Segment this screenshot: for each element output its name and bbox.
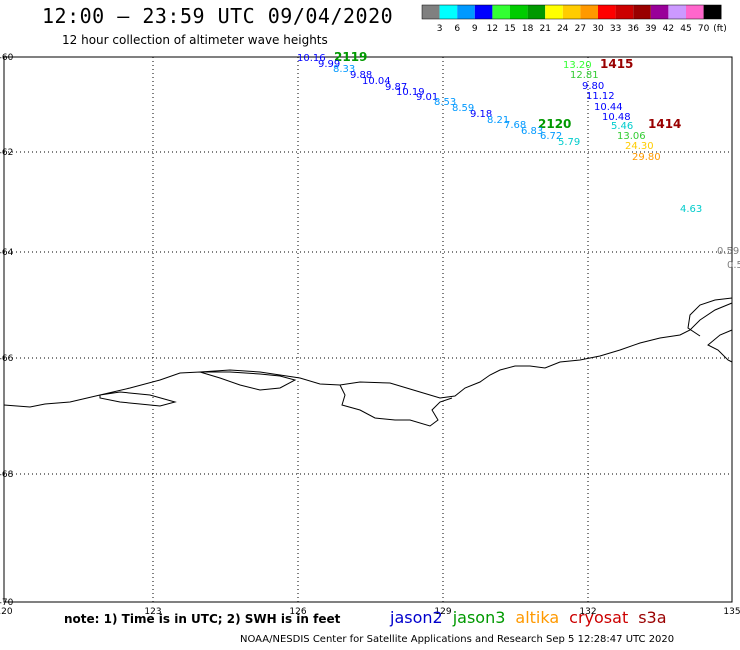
legend-swatch [457, 5, 475, 19]
swh-observation: 10.44 [594, 102, 623, 113]
swh-observation: 9.99 [318, 59, 340, 70]
antarctic-coastline [3, 302, 733, 427]
swh-observation: 8.33 [333, 64, 355, 75]
legend-swatch [615, 5, 634, 19]
legend-swatch [598, 5, 616, 19]
satellite-jason2-label: jason2 [390, 608, 443, 627]
legend-label: 27 [575, 24, 586, 34]
satellite-cryosat-label: cryosat [569, 608, 629, 627]
legend-label: 12 [487, 24, 498, 34]
swh-observation: 9.87 [385, 82, 407, 93]
graticule [4, 57, 732, 602]
swh-observation: 13.20 [563, 60, 592, 71]
swh-observation: 24.30 [625, 141, 654, 152]
swh-observation: 0.5 [727, 260, 740, 271]
swh-observation: 7.68 [504, 120, 526, 131]
observations-layer: 211921201415141410.169.998.339.8810.049.… [297, 50, 740, 271]
legend-swatch [703, 5, 722, 19]
legend-swatch [650, 5, 669, 19]
legend-swatch [474, 5, 493, 19]
lat-tick-label: -68 [0, 470, 14, 480]
legend-label: 33 [610, 24, 621, 34]
legend-label: 21 [539, 24, 550, 34]
legend-swatch [527, 5, 546, 19]
lat-tick-label: -62 [0, 148, 13, 158]
legend-swatch [668, 5, 686, 19]
swh-observation: 0.59 [717, 246, 739, 257]
pass-label: 1414 [648, 117, 681, 131]
swh-observation: 29.80 [632, 152, 661, 163]
swh-observation: 9.18 [470, 109, 492, 120]
pass-label: 2119 [334, 50, 367, 64]
legend-label: 6 [454, 24, 460, 34]
swh-observation: 9.88 [350, 70, 372, 81]
credit-line: NOAA/NESDIS Center for Satellite Applica… [240, 634, 675, 645]
pass-label: 2120 [538, 117, 571, 131]
lon-tick-label: 135 [723, 607, 740, 617]
swh-observation: 4.63 [680, 204, 702, 215]
swh-observation: 9.80 [582, 81, 604, 92]
swh-observation: 6.72 [540, 131, 562, 142]
footnote: note: 1) Time is in UTC; 2) SWH is in fe… [64, 612, 341, 626]
legend-label: 70 [698, 24, 710, 34]
lon-tick-label: 132 [579, 607, 596, 617]
lat-tick-label: -64 [0, 248, 14, 258]
legend-label: 39 [645, 24, 657, 34]
swh-observation: 10.16 [297, 53, 326, 64]
swh-observation: 8.21 [487, 115, 509, 126]
lat-tick-label: -60 [0, 53, 14, 63]
legend-label: 18 [522, 24, 534, 34]
legend-swatch [580, 5, 598, 19]
legend-swatch [439, 5, 458, 19]
lon-tick-label: 126 [289, 607, 306, 617]
lon-tick-label: 120 [0, 607, 13, 617]
swh-observation: 9.01 [416, 92, 438, 103]
swh-observation: 8.53 [434, 97, 456, 108]
swh-observation: 12.81 [570, 70, 599, 81]
lat-tick-label: -70 [0, 598, 14, 608]
pass-label: 1415 [600, 57, 633, 71]
legend-swatch [633, 5, 651, 19]
satellite-legend: jason2 jason3 altika cryosat s3a [390, 608, 677, 627]
legend-swatch [510, 5, 528, 19]
map-frame [3, 56, 733, 603]
longitude-ticks: 120 123 126 129 132 135 [0, 607, 740, 617]
swh-observation: 6.83 [521, 126, 543, 137]
color-legend: 3 6 9 12 15 18 21 24 27 30 33 36 39 42 45 70 (ft) [421, 4, 727, 34]
legend-label: 45 [680, 24, 691, 34]
swh-observation: 5.79 [558, 137, 580, 148]
swh-observation: 13.06 [617, 131, 646, 142]
swh-observation: 10.19 [396, 87, 425, 98]
legend-label: 30 [592, 24, 604, 34]
lon-tick-label: 123 [144, 607, 161, 617]
legend-swatch [686, 5, 704, 19]
map-title: 12:00 – 23:59 UTC 09/04/2020 [42, 4, 394, 28]
swh-observation: 10.04 [362, 76, 391, 87]
legend-swatch [422, 5, 440, 19]
legend-label: 3 [437, 24, 443, 34]
latitude-ticks: -60 -62 -64 -66 -68 -70 [0, 53, 14, 608]
satellite-altika-label: altika [515, 608, 560, 627]
legend-swatch [545, 5, 563, 19]
legend-label: 42 [663, 24, 674, 34]
coast-outline-upper [687, 297, 733, 337]
lat-tick-label: -66 [0, 354, 14, 364]
legend-label: 9 [472, 24, 478, 34]
satellite-s3a-label: s3a [638, 608, 667, 627]
legend-unit: (ft) [713, 24, 727, 34]
map-subtitle: 12 hour collection of altimeter wave hei… [62, 33, 328, 47]
swh-observation: 8.59 [452, 103, 474, 114]
lon-tick-label: 129 [434, 607, 451, 617]
satellite-jason3-label: jason3 [452, 608, 506, 627]
swh-observation: 10.48 [602, 112, 631, 123]
swh-observation: 11.12 [586, 91, 615, 102]
legend-label: 24 [557, 24, 569, 34]
legend-swatch [562, 5, 581, 19]
legend-swatch [492, 5, 510, 19]
swh-observation: 5.46 [611, 121, 633, 132]
legend-label: 36 [627, 24, 639, 34]
legend-label: 15 [504, 24, 515, 34]
